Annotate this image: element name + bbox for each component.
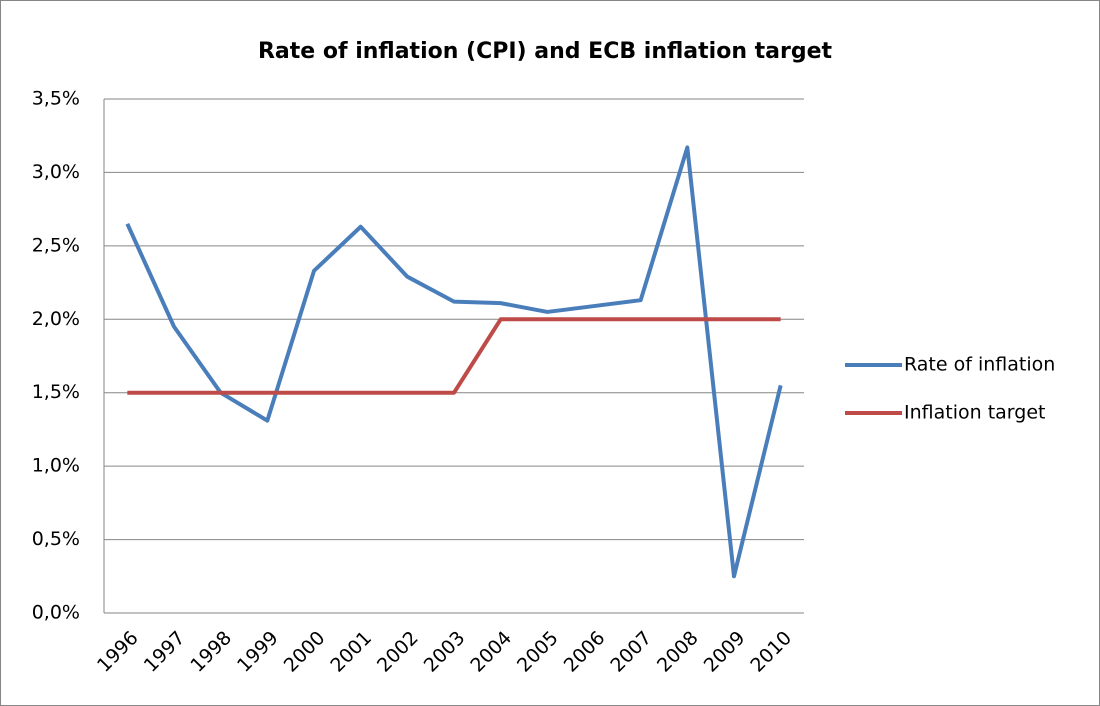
legend-label: Inflation target [904,402,1045,424]
y-tick-label: 3,5% [32,88,80,110]
chart-title: Rate of inflation (CPI) and ECB inflatio… [258,39,833,64]
y-tick-label: 2,0% [32,308,80,330]
y-tick-label: 3,0% [32,161,80,183]
series-line [125,145,783,579]
legend-label: Rate of inflation [904,354,1055,376]
y-tick-label: 2,5% [32,234,80,256]
y-tick-label: 1,0% [32,455,80,477]
y-tick-label: 0,5% [32,528,80,550]
series-line [127,317,781,395]
y-tick-label: 1,5% [32,381,80,403]
y-tick-label: 0,0% [32,602,80,624]
